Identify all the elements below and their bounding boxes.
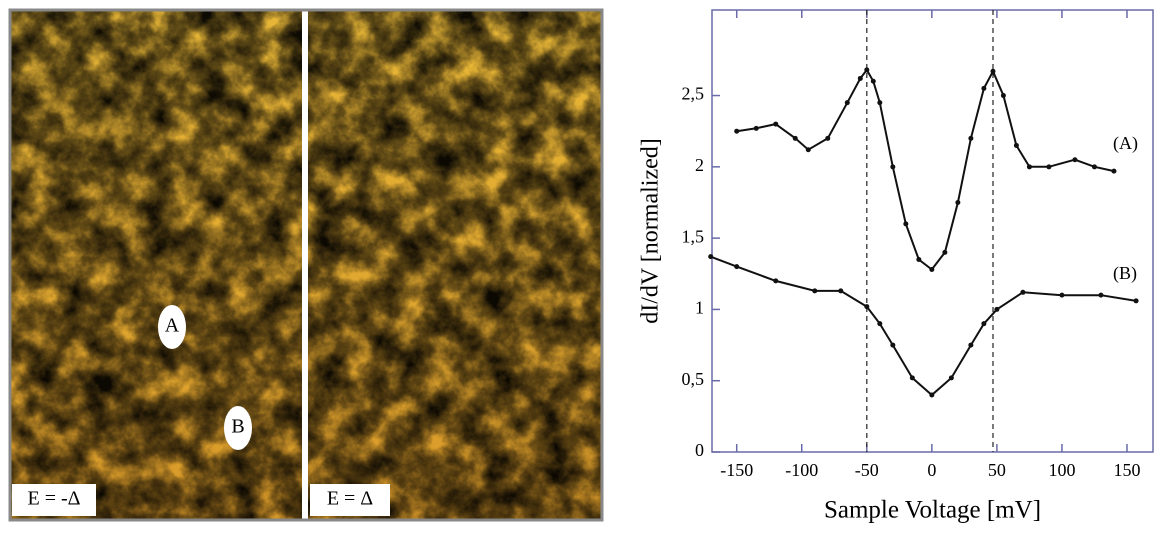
data-point [903, 221, 909, 227]
data-point [1026, 164, 1032, 170]
data-point [929, 266, 935, 272]
y-tick-label: 2 [695, 155, 704, 175]
data-point [981, 85, 987, 91]
data-point [955, 199, 961, 205]
y-tick-label: 0 [695, 440, 704, 460]
data-point [773, 278, 779, 284]
x-tick-label: -100 [785, 460, 818, 480]
data-point [1000, 93, 1006, 99]
series-line [710, 255, 1137, 397]
data-point [1098, 292, 1104, 298]
data-point [753, 125, 759, 131]
data-point [890, 164, 896, 170]
data-point [773, 121, 779, 127]
data-point [981, 321, 987, 327]
y-tick-label: 1 [695, 298, 704, 318]
series-line [736, 68, 1115, 271]
x-tick-label: 0 [927, 460, 936, 480]
series-label: (B) [1113, 263, 1137, 284]
data-point [1046, 164, 1052, 170]
data-point [968, 342, 974, 348]
data-point [838, 288, 844, 294]
data-point [1091, 164, 1097, 170]
plot-frame [711, 9, 1154, 453]
y-tick-label: 2,5 [682, 84, 705, 104]
x-axis-label: Sample Voltage [mV] [824, 497, 1041, 524]
y-tick-label: 0,5 [682, 369, 705, 389]
x-tick-label: -50 [855, 460, 879, 480]
data-point [870, 78, 876, 84]
data-point [805, 147, 811, 153]
data-point [844, 100, 850, 106]
data-point [948, 375, 954, 381]
data-point [1133, 298, 1139, 304]
y-tick-label: 1,5 [682, 226, 705, 246]
data-point [708, 254, 714, 260]
data-point [1013, 142, 1019, 148]
y-axis-label: dI/dV [normalized] [638, 138, 664, 324]
data-point [929, 392, 935, 398]
x-tick-label: 150 [1113, 460, 1140, 480]
data-point [734, 128, 740, 134]
stm-image: A B E = -Δ [10, 10, 302, 520]
data-point [864, 304, 870, 310]
data-point [792, 135, 798, 141]
data-point [994, 306, 1000, 312]
marker-label: B [231, 416, 244, 438]
data-point [890, 342, 896, 348]
data-point [857, 75, 863, 81]
x-tick-label: 100 [1048, 460, 1075, 480]
data-point [1059, 292, 1065, 298]
series-label: (A) [1113, 133, 1138, 154]
data-point [877, 321, 883, 327]
data-point [1020, 289, 1026, 295]
x-tick-label: -150 [720, 460, 753, 480]
data-point [734, 264, 740, 270]
marker-label: A [165, 315, 180, 337]
data-point [877, 100, 883, 106]
data-point [1072, 157, 1078, 163]
data-point [812, 288, 818, 294]
image-label: E = Δ [327, 488, 373, 510]
data-point [990, 68, 996, 74]
stm-image: E = Δ [308, 10, 602, 520]
data-point [916, 257, 922, 263]
data-point [942, 249, 948, 255]
x-tick-label: 50 [988, 460, 1006, 480]
data-point [825, 135, 831, 141]
data-point [1111, 168, 1117, 174]
data-point [968, 135, 974, 141]
image-label: E = -Δ [27, 488, 80, 510]
data-point [909, 375, 915, 381]
data-point [864, 67, 870, 73]
